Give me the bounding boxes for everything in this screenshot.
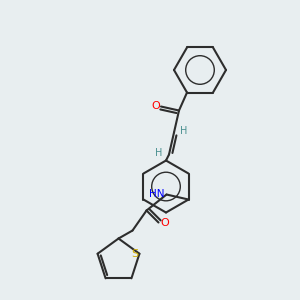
Text: O: O: [160, 218, 169, 227]
Text: S: S: [131, 249, 138, 259]
Text: O: O: [152, 100, 160, 110]
Text: H: H: [155, 148, 163, 158]
Text: H: H: [180, 125, 188, 136]
Text: HN: HN: [149, 188, 164, 199]
